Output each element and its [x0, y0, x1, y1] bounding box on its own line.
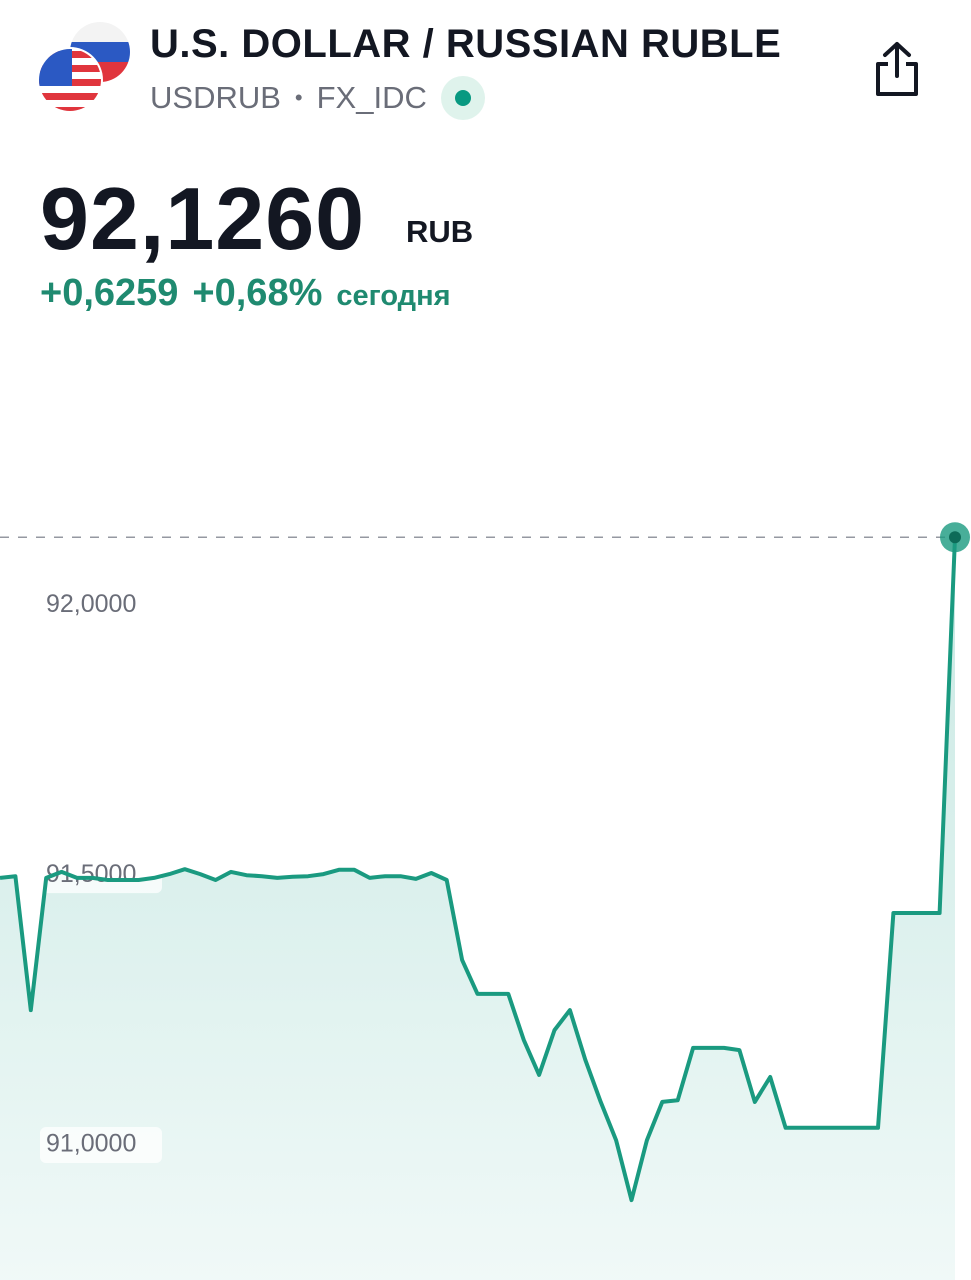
live-indicator	[440, 76, 485, 120]
price: 92,1260	[40, 169, 366, 268]
price-line	[0, 537, 957, 1203]
y-tick-label-bg	[40, 1127, 162, 1164]
currency: RUB	[406, 214, 474, 249]
change-abs: +0,6259	[40, 272, 179, 314]
symbol: USDRUB	[150, 80, 281, 115]
symbol-row: USDRUB • FX_IDC	[150, 76, 485, 120]
y-tick-label-bg	[40, 587, 162, 624]
y-tick-label-bg	[40, 857, 162, 894]
instrument-title: U.S. DOLLAR / RUSSIAN RUBLE	[150, 22, 782, 66]
y-tick-label: 91,0000	[46, 1130, 136, 1158]
last-price-dot	[949, 531, 961, 544]
change-percent: +0,68%	[192, 272, 323, 314]
change-row: +0,6259 +0,68% сегодня	[40, 272, 451, 315]
exchange: FX_IDC	[316, 80, 427, 115]
area-fill	[0, 537, 955, 1280]
share-button[interactable]	[872, 40, 922, 100]
currency-flags	[37, 22, 130, 113]
separator: •	[294, 85, 303, 110]
period: сегодня	[336, 280, 451, 312]
y-tick-label: 92,0000	[46, 590, 136, 618]
